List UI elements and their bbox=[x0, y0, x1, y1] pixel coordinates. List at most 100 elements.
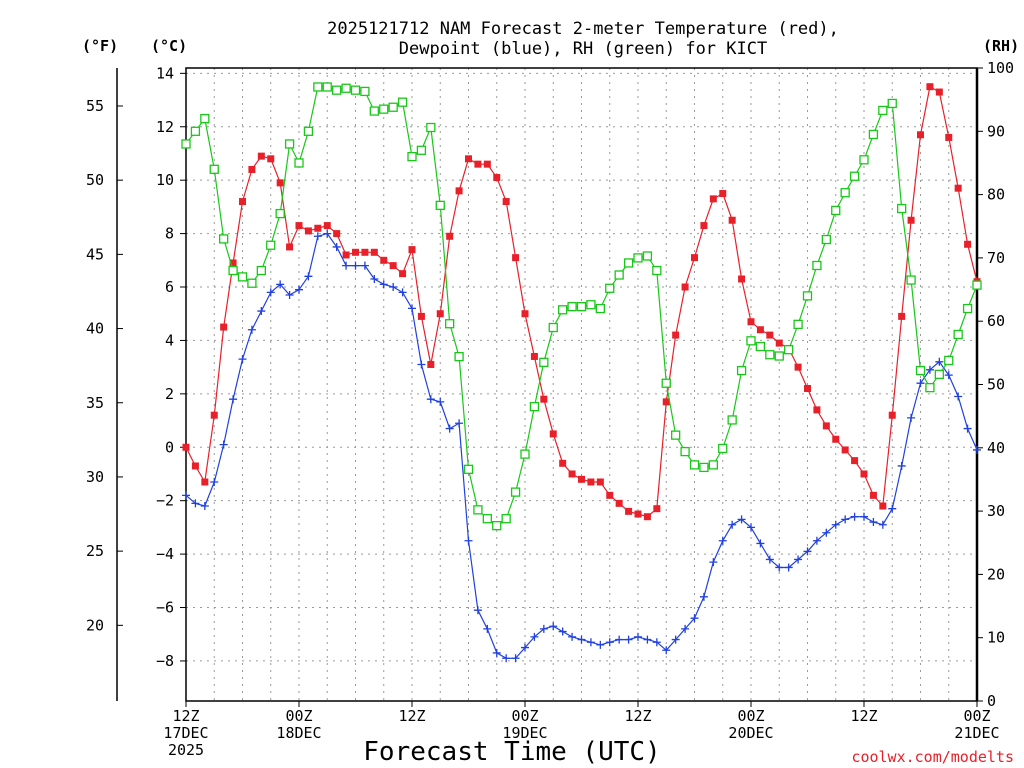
fahrenheit-tick-label: 45 bbox=[86, 245, 104, 263]
celsius-unit-label: (°C) bbox=[151, 37, 187, 55]
data-point bbox=[813, 406, 821, 414]
x-tick-label: 20DEC bbox=[728, 724, 773, 742]
data-point bbox=[934, 369, 944, 380]
rh-tick-label: 60 bbox=[987, 312, 1005, 330]
data-point bbox=[643, 635, 652, 644]
data-point bbox=[445, 424, 454, 433]
data-point bbox=[925, 365, 934, 374]
data-point bbox=[615, 499, 623, 507]
data-point bbox=[529, 402, 540, 412]
data-point bbox=[774, 351, 784, 361]
data-point bbox=[728, 520, 737, 529]
celsius-tick-label: −2 bbox=[156, 492, 174, 510]
celsius-tick-label: 8 bbox=[165, 225, 174, 243]
x-tick-label: 12Z bbox=[398, 707, 425, 725]
data-point bbox=[397, 97, 408, 107]
data-point bbox=[521, 643, 529, 652]
data-point bbox=[417, 312, 425, 320]
data-point bbox=[267, 155, 275, 163]
data-point bbox=[408, 246, 416, 254]
data-point bbox=[578, 475, 585, 483]
data-point bbox=[765, 350, 775, 360]
data-point bbox=[256, 265, 266, 276]
credit-link[interactable]: coolwx.com/modelts bbox=[851, 748, 1014, 766]
data-point bbox=[614, 270, 624, 280]
data-point bbox=[840, 188, 850, 198]
data-point bbox=[304, 227, 312, 235]
data-point bbox=[784, 563, 793, 572]
x-tick-label: 00Z bbox=[963, 707, 990, 725]
data-point bbox=[737, 515, 746, 524]
data-point bbox=[887, 98, 897, 109]
x-tick-label: 17DEC bbox=[163, 724, 208, 742]
data-point bbox=[652, 638, 661, 647]
data-point bbox=[972, 280, 982, 290]
data-point bbox=[361, 248, 369, 256]
data-point bbox=[352, 248, 359, 256]
data-point bbox=[323, 229, 332, 238]
data-point bbox=[623, 258, 634, 268]
data-point bbox=[333, 230, 341, 238]
data-point bbox=[625, 507, 633, 515]
x-axis-label: Forecast Time (UTC) bbox=[363, 737, 660, 767]
data-point bbox=[859, 155, 869, 165]
fahrenheit-tick-label: 50 bbox=[86, 171, 104, 189]
data-point bbox=[681, 283, 689, 291]
data-point bbox=[954, 392, 963, 401]
data-point bbox=[662, 646, 671, 655]
data-point bbox=[728, 216, 736, 224]
data-point bbox=[295, 222, 303, 230]
fahrenheit-tick-label: 35 bbox=[86, 394, 104, 412]
data-point bbox=[944, 371, 953, 380]
data-point bbox=[699, 592, 708, 601]
data-point bbox=[718, 443, 728, 454]
data-point bbox=[201, 478, 209, 486]
data-point bbox=[944, 355, 954, 366]
data-point bbox=[634, 632, 642, 641]
data-point bbox=[831, 205, 841, 216]
data-point bbox=[643, 513, 651, 521]
data-point bbox=[266, 288, 275, 297]
data-point bbox=[389, 283, 398, 292]
data-point bbox=[229, 259, 237, 267]
data-point bbox=[633, 253, 643, 263]
data-point bbox=[587, 478, 595, 486]
data-point bbox=[662, 398, 670, 406]
data-point bbox=[898, 312, 906, 320]
data-point bbox=[907, 413, 916, 422]
data-point bbox=[501, 514, 511, 524]
data-point bbox=[284, 139, 295, 149]
data-point bbox=[493, 174, 501, 182]
data-series bbox=[181, 82, 982, 663]
data-point bbox=[718, 536, 727, 545]
data-point bbox=[822, 528, 831, 537]
data-point bbox=[313, 82, 323, 92]
data-point bbox=[483, 624, 492, 633]
data-point bbox=[756, 326, 764, 334]
data-point bbox=[747, 523, 755, 532]
data-point bbox=[558, 627, 567, 636]
data-point bbox=[511, 654, 520, 663]
data-point bbox=[191, 499, 200, 508]
data-point bbox=[445, 319, 455, 329]
data-point bbox=[379, 104, 389, 114]
data-point bbox=[304, 272, 313, 281]
data-point bbox=[606, 491, 614, 499]
data-point bbox=[935, 88, 943, 96]
data-point bbox=[473, 606, 482, 615]
data-point bbox=[962, 303, 973, 314]
data-point bbox=[502, 198, 510, 206]
data-point bbox=[681, 624, 690, 633]
celsius-tick-label: 6 bbox=[165, 278, 174, 296]
data-point bbox=[303, 126, 314, 136]
data-point bbox=[539, 357, 549, 367]
data-point bbox=[926, 83, 934, 91]
data-point bbox=[559, 459, 567, 467]
data-point bbox=[802, 291, 813, 301]
data-point bbox=[784, 345, 794, 355]
celsius-tick-label: −6 bbox=[156, 599, 174, 617]
celsius-tick-label: 2 bbox=[165, 385, 174, 403]
fahrenheit-tick-label: 20 bbox=[86, 616, 104, 634]
data-point bbox=[182, 491, 190, 500]
